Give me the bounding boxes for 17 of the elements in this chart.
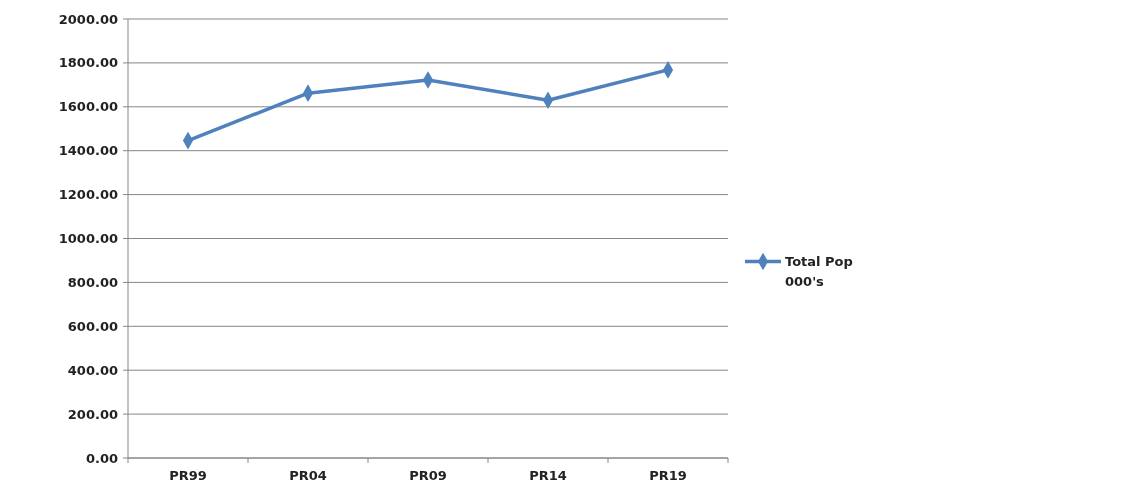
y-tick-label: 2000.00 [58,11,118,27]
y-tick-label: 1000.00 [58,231,118,247]
y-tick-label: 200.00 [67,406,118,422]
y-tick-label: 1600.00 [58,99,118,115]
y-tick-label: 1200.00 [58,187,118,203]
y-tick-label: 1800.00 [58,55,118,71]
y-tick-label: 0.00 [85,450,118,466]
x-tick-label: PR19 [649,468,687,483]
y-tick-label: 600.00 [67,318,118,334]
y-tick-label: 800.00 [67,274,118,290]
x-tick-label: PR14 [529,468,567,483]
y-tick-label: 400.00 [67,362,118,378]
x-tick-label: PR09 [409,468,447,483]
y-tick-label: 1400.00 [58,143,118,159]
legend-label: Total Pop 000's [785,254,853,289]
x-tick-label: PR04 [289,468,327,483]
x-tick-label: PR99 [169,468,207,483]
